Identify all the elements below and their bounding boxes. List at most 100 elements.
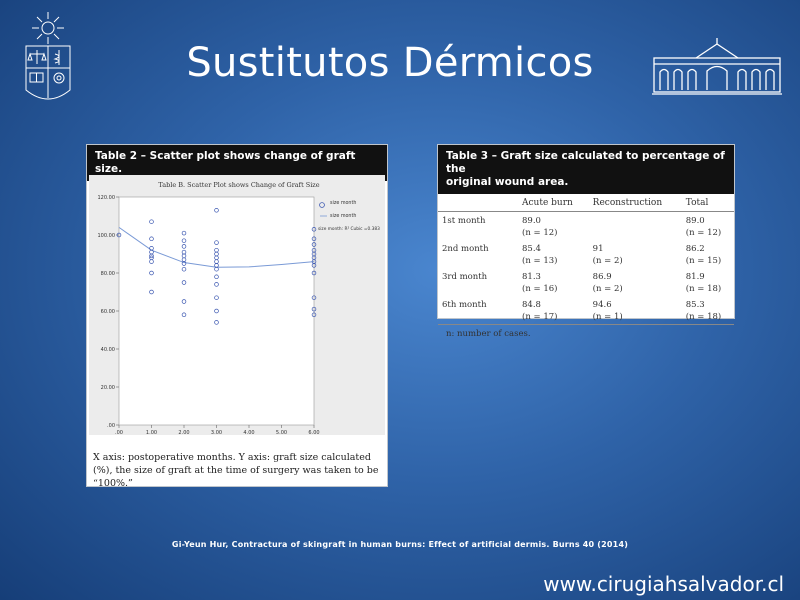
table-row: 6th month 84.8 94.6 85.3 <box>438 296 734 312</box>
citation-text: Gi-Yeun Hur, Contractura of skingraft in… <box>171 540 629 549</box>
data-point <box>149 259 154 264</box>
table-row: (n = 12) (n = 12) <box>438 228 734 240</box>
y-tick-label: 40.00 <box>101 347 115 353</box>
cell-value: 85.4 <box>522 244 541 254</box>
data-point <box>149 289 154 295</box>
data-point <box>149 270 154 276</box>
cell-value <box>589 212 682 229</box>
cell-value: 94.6 <box>592 300 612 310</box>
cell-count: (n = 2) <box>592 284 623 294</box>
data-point <box>181 299 187 304</box>
table-row: 1st month 89.0 89.0 <box>438 212 734 229</box>
table3-header: Table 3 – Graft size calculated to perce… <box>438 145 734 194</box>
cell-count: (n = 17) <box>522 312 558 322</box>
row-label: 1st month <box>442 216 486 226</box>
column-header <box>438 194 518 212</box>
data-point <box>149 253 154 259</box>
data-point <box>181 238 187 243</box>
data-point <box>181 266 187 272</box>
y-tick-label: 100.00 <box>98 233 116 239</box>
cell-count: (n = 12) <box>685 228 722 238</box>
row-label: 3rd month <box>442 272 488 282</box>
data-point <box>116 232 122 238</box>
y-tick-label: 60.00 <box>101 309 115 315</box>
cell-value: 85.3 <box>685 300 705 310</box>
caduceus-icon <box>53 50 60 65</box>
row-label: 2nd month <box>442 244 489 254</box>
sun-icon <box>32 12 64 44</box>
cell-count: (n = 18) <box>685 312 722 322</box>
cell-value: 86.2 <box>685 244 705 254</box>
chart-title: Table B. Scatter Plot shows Change of Gr… <box>158 181 319 189</box>
cell-value: 91 <box>592 244 604 254</box>
table2-caption: X axis: postoperative months. Y axis: gr… <box>93 452 379 489</box>
x-tick-label: 2.00 <box>178 430 189 435</box>
cell-value: 84.8 <box>522 300 541 310</box>
data-point <box>311 236 317 242</box>
data-point <box>149 236 154 242</box>
cell-count <box>589 228 682 240</box>
column-header: Reconstruction <box>588 194 682 212</box>
data-point <box>311 242 317 247</box>
cell-value: 86.9 <box>592 272 612 282</box>
university-crest-logo <box>25 12 71 100</box>
data-point <box>311 312 317 318</box>
data-point <box>311 263 317 268</box>
data-point <box>214 295 219 300</box>
cell-count: (n = 12) <box>522 228 558 238</box>
cell-value: 89.0 <box>522 216 541 226</box>
cell-count: (n = 16) <box>522 284 558 294</box>
cell-value: 89.0 <box>685 216 705 226</box>
x-tick-label: 6.00 <box>308 430 319 435</box>
cell-count: (n = 18) <box>685 284 722 294</box>
data-point <box>214 208 219 213</box>
data-point <box>214 240 219 245</box>
building-logo <box>652 38 782 95</box>
x-tick-label: 4.00 <box>243 430 254 435</box>
table2-panel: Table 2 – Scatter plot shows change of g… <box>86 144 388 489</box>
y-tick-label: 80.00 <box>101 271 115 277</box>
cell-value: 81.3 <box>522 272 541 282</box>
cell-count: (n = 1) <box>592 312 623 322</box>
x-tick-label: 1.00 <box>146 430 157 435</box>
slide-title: Sustitutos Dérmicos <box>186 40 594 86</box>
shield-icon <box>25 45 71 100</box>
legend-entry: size month <box>330 200 356 206</box>
data-point <box>214 266 219 272</box>
legend-entry: size month <box>330 213 356 219</box>
gear-icon <box>53 72 65 84</box>
data-point <box>214 274 219 280</box>
book-icon <box>29 72 44 83</box>
y-tick-label: 20.00 <box>101 385 115 391</box>
cell-count: (n = 15) <box>685 256 722 266</box>
table-row: 3rd month 81.3 86.9 81.9 <box>438 268 734 284</box>
table-row: (n = 17) (n = 1) (n = 18) <box>438 312 734 324</box>
data-point <box>181 261 187 266</box>
x-tick-label: .00 <box>115 430 123 435</box>
legend-marker <box>319 202 325 208</box>
data-point <box>214 320 219 325</box>
data-point <box>311 270 317 276</box>
plot-area <box>118 196 315 426</box>
data-point <box>181 230 187 236</box>
website-url: www.cirugiahsalvador.cl <box>543 572 784 596</box>
table-row: 2nd month 85.4 91 86.2 <box>438 240 734 256</box>
table-row: (n = 16) (n = 2) (n = 18) <box>438 284 734 296</box>
x-tick-label: 5.00 <box>276 430 287 435</box>
column-header: Total <box>681 194 734 212</box>
table3-note: n: number of cases. <box>438 324 734 343</box>
y-tick-label: .00 <box>107 423 115 429</box>
table3-panel: Table 3 – Graft size calculated to perce… <box>437 144 735 339</box>
table3-header-line1: Table 3 – Graft size calculated to perce… <box>446 150 725 175</box>
data-point <box>181 312 187 318</box>
data-point <box>214 282 219 287</box>
data-point <box>181 280 187 285</box>
table-row: (n = 13) (n = 2) (n = 15) <box>438 256 734 268</box>
data-point <box>311 306 317 312</box>
table3-header-line2: original wound area. <box>446 176 569 188</box>
data-point <box>311 227 317 232</box>
column-header: Acute burn <box>518 194 589 212</box>
data-point <box>214 308 219 314</box>
data-point <box>311 295 317 300</box>
cell-value: 81.9 <box>685 272 705 282</box>
